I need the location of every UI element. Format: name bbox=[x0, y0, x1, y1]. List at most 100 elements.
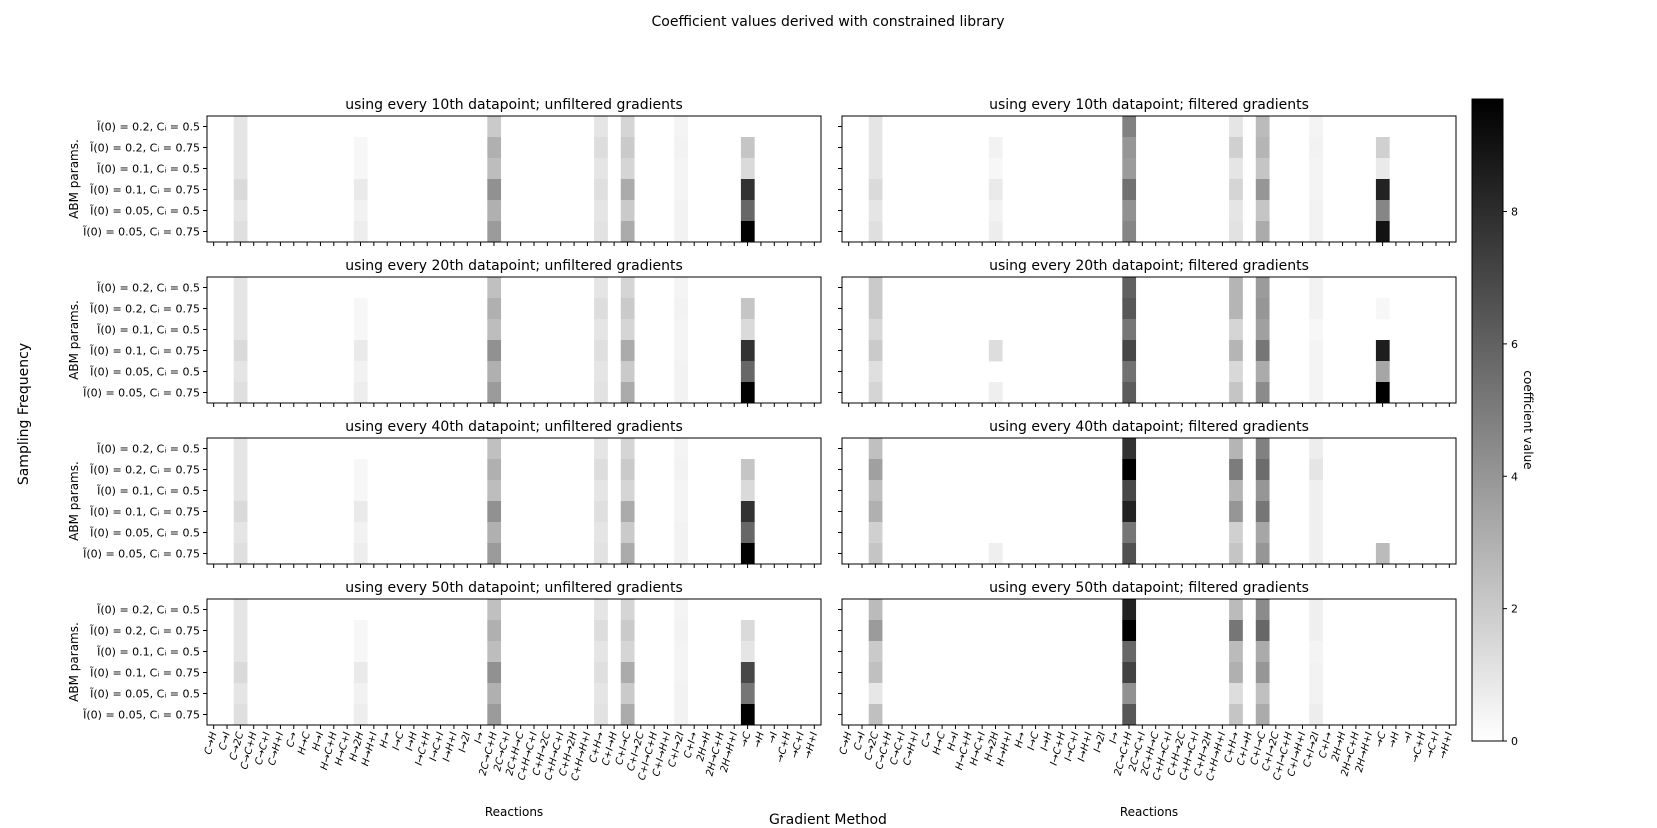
heatmap-cell bbox=[233, 221, 248, 243]
column-label: I→2I bbox=[1092, 731, 1108, 754]
heatmap-cell bbox=[1255, 438, 1270, 460]
heatmap-cell bbox=[233, 704, 248, 726]
heatmap-cell bbox=[1309, 319, 1323, 341]
row-label: Ĩ(0) = 0.05, Cᵢ = 0.5 bbox=[89, 527, 200, 540]
heatmap-cell bbox=[740, 298, 755, 320]
row-label: Ĩ(0) = 0.1, Cᵢ = 0.75 bbox=[89, 506, 200, 519]
heatmap-panels: using every 10th datapoint; unfiltered g… bbox=[67, 97, 1457, 819]
heatmap-cell bbox=[594, 543, 608, 565]
heatmap-cell bbox=[233, 277, 248, 299]
heatmap-cell bbox=[620, 179, 635, 201]
heatmap-cell bbox=[594, 277, 608, 299]
heatmap-cell bbox=[988, 340, 1003, 362]
heatmap-cell bbox=[1229, 641, 1243, 663]
heatmap-cell bbox=[674, 298, 688, 320]
heatmap-cell bbox=[233, 382, 248, 404]
heatmap-cell bbox=[1229, 438, 1243, 460]
panel-y-label: ABM params. bbox=[67, 461, 81, 541]
heatmap-cell bbox=[868, 459, 883, 481]
heatmap-cell bbox=[988, 137, 1003, 159]
heatmap-cell bbox=[233, 683, 248, 705]
panel-y-label: ABM params. bbox=[67, 139, 81, 219]
heatmap-cell bbox=[868, 438, 883, 460]
heatmap-cell bbox=[1122, 179, 1137, 201]
heatmap-cell bbox=[868, 319, 883, 341]
heatmap-cell bbox=[620, 298, 635, 320]
heatmap-cell bbox=[1122, 522, 1137, 544]
heatmap-cell bbox=[674, 200, 688, 222]
row-label: Ĩ(0) = 0.1, Cᵢ = 0.5 bbox=[96, 163, 200, 176]
heatmap-cell bbox=[1309, 480, 1323, 502]
heatmap-cell bbox=[353, 382, 368, 404]
heatmap-cell bbox=[1229, 361, 1243, 383]
figure-x-label: Gradient Method bbox=[769, 812, 887, 828]
heatmap-cell bbox=[740, 459, 755, 481]
row-label: Ĩ(0) = 0.2, Cᵢ = 0.75 bbox=[89, 464, 200, 477]
heatmap-cell bbox=[487, 382, 502, 404]
heatmap-cell bbox=[233, 116, 248, 138]
panel-frame bbox=[206, 115, 822, 243]
colorbar-tick-label: 0 bbox=[1511, 735, 1518, 748]
heatmap-cell bbox=[740, 137, 755, 159]
heatmap-cell bbox=[620, 501, 635, 523]
heatmap-cell bbox=[620, 704, 635, 726]
heatmap-cell bbox=[353, 361, 368, 383]
heatmap-cell bbox=[233, 438, 248, 460]
heatmap-cell bbox=[674, 704, 688, 726]
heatmap-cell bbox=[868, 599, 883, 621]
heatmap-cell bbox=[594, 116, 608, 138]
heatmap-cell bbox=[487, 200, 502, 222]
heatmap-cell bbox=[1309, 382, 1323, 404]
heatmap-cell bbox=[233, 543, 248, 565]
heatmap-cell bbox=[1122, 641, 1137, 663]
heatmap-cell bbox=[487, 480, 502, 502]
heatmap-cell bbox=[1122, 298, 1137, 320]
heatmap-cell bbox=[487, 340, 502, 362]
column-label: →H bbox=[752, 730, 767, 749]
heatmap-cell bbox=[674, 340, 688, 362]
heatmap-cell bbox=[1229, 501, 1243, 523]
heatmap-cell bbox=[1122, 382, 1137, 404]
heatmap-cell bbox=[1255, 662, 1270, 684]
heatmap-cell bbox=[594, 704, 608, 726]
heatmap-cell bbox=[868, 277, 883, 299]
panel-frame bbox=[206, 598, 822, 726]
heatmap-cell bbox=[620, 116, 635, 138]
heatmap-cell bbox=[740, 382, 755, 404]
heatmap-cell bbox=[868, 662, 883, 684]
heatmap-cell bbox=[740, 340, 755, 362]
heatmap-cell bbox=[988, 200, 1003, 222]
heatmap-cell bbox=[1255, 382, 1270, 404]
colorbar-gradient bbox=[1471, 98, 1504, 742]
heatmap-panel: using every 40th datapoint; filtered gra… bbox=[838, 419, 1457, 568]
row-label: Ĩ(0) = 0.05, Cᵢ = 0.75 bbox=[82, 548, 200, 561]
heatmap-cell bbox=[868, 683, 883, 705]
panel-frame bbox=[841, 115, 1457, 243]
heatmap-cell bbox=[1229, 200, 1243, 222]
panel-x-label: Reactions bbox=[1120, 805, 1178, 819]
row-label: Ĩ(0) = 0.2, Cᵢ = 0.75 bbox=[89, 625, 200, 638]
heatmap-cell bbox=[1255, 620, 1270, 642]
heatmap-cell bbox=[620, 158, 635, 180]
heatmap-cell bbox=[740, 641, 755, 663]
row-label: Ĩ(0) = 0.1, Cᵢ = 0.75 bbox=[89, 667, 200, 680]
heatmap-cell bbox=[1122, 543, 1137, 565]
heatmap-cell bbox=[487, 221, 502, 243]
column-label: C→I bbox=[853, 731, 868, 752]
heatmap-cell bbox=[620, 641, 635, 663]
heatmap-cell bbox=[620, 522, 635, 544]
heatmap-cell bbox=[594, 683, 608, 705]
heatmap-cell bbox=[1309, 683, 1323, 705]
heatmap-cell bbox=[594, 340, 608, 362]
heatmap-cell bbox=[620, 480, 635, 502]
heatmap-cell bbox=[233, 361, 248, 383]
heatmap-cell bbox=[487, 543, 502, 565]
heatmap-cell bbox=[1229, 459, 1243, 481]
heatmap-cell bbox=[487, 158, 502, 180]
heatmap-cell bbox=[1255, 158, 1270, 180]
panel-frame bbox=[206, 276, 822, 404]
heatmap-cell bbox=[1255, 137, 1270, 159]
column-label: →C bbox=[739, 731, 754, 749]
heatmap-cell bbox=[740, 704, 755, 726]
heatmap-cell bbox=[620, 620, 635, 642]
